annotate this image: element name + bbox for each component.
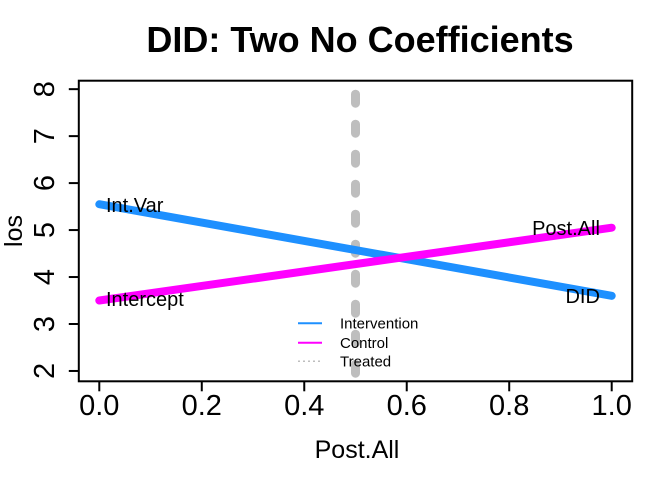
- annotation-intercept: Intercept: [106, 289, 184, 311]
- legend-label-intervention: Intervention: [340, 316, 418, 333]
- y-axis-label: los: [0, 215, 28, 247]
- annotation-post-all: Post.All: [532, 218, 600, 240]
- legend-label-treated: Treated: [340, 354, 391, 371]
- legend-label-control: Control: [340, 335, 388, 352]
- y-tick-label: 5: [29, 222, 61, 238]
- x-tick-label: 0.6: [387, 390, 427, 422]
- x-axis-label: Post.All: [315, 436, 400, 464]
- annotation-did: DID: [565, 286, 599, 308]
- chart-title: DID: Two No Coefficients: [146, 19, 573, 60]
- y-tick-label: 6: [29, 175, 61, 191]
- annotation-int-var: Int.Var: [106, 195, 164, 217]
- x-tick-label: 0.8: [489, 390, 529, 422]
- y-tick-label: 7: [29, 128, 61, 144]
- y-tick-label: 8: [29, 81, 61, 97]
- y-tick-label: 3: [29, 316, 61, 332]
- series-line-control: [95, 223, 616, 305]
- x-tick-label: 0.4: [284, 390, 324, 422]
- x-tick-label: 0.0: [79, 390, 119, 422]
- y-tick-label: 2: [29, 363, 61, 379]
- y-tick-label: 4: [29, 269, 61, 285]
- series-line-intervention: [95, 200, 616, 300]
- x-tick-label: 0.2: [182, 390, 222, 422]
- x-tick-label: 1.0: [592, 390, 632, 422]
